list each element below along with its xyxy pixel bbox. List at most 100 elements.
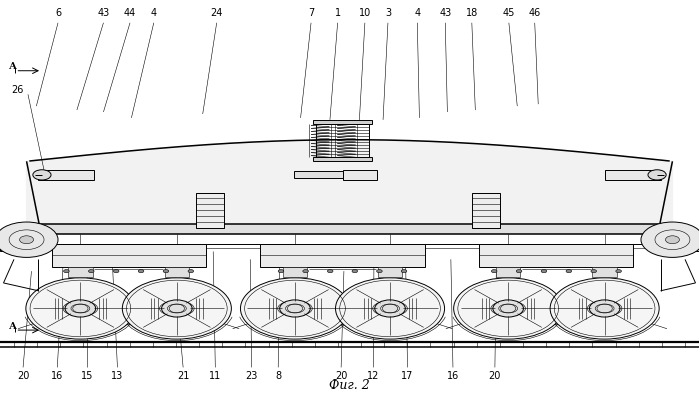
Text: 8: 8 (275, 372, 281, 381)
Text: Фиг. 2: Фиг. 2 (329, 379, 370, 392)
Text: 46: 46 (528, 8, 541, 18)
Bar (294, 171, 343, 178)
Circle shape (665, 236, 679, 243)
Circle shape (280, 300, 310, 317)
Circle shape (550, 278, 659, 339)
Text: 26: 26 (11, 85, 24, 95)
Text: 45: 45 (503, 8, 515, 18)
Text: 44: 44 (124, 8, 136, 18)
Bar (313, 120, 372, 124)
Bar (472, 193, 500, 228)
Text: 24: 24 (210, 8, 223, 18)
Text: 12: 12 (367, 372, 380, 381)
Circle shape (20, 236, 34, 243)
Bar (23, 224, 676, 234)
Text: 20: 20 (335, 372, 347, 381)
Circle shape (327, 269, 333, 273)
Bar (49, 296, 112, 321)
Circle shape (616, 269, 621, 273)
Ellipse shape (63, 301, 98, 316)
Ellipse shape (278, 301, 312, 316)
Circle shape (163, 269, 168, 273)
Bar (313, 157, 372, 161)
Circle shape (161, 300, 192, 317)
Circle shape (303, 269, 308, 273)
Circle shape (65, 300, 96, 317)
Circle shape (491, 269, 497, 273)
Bar (359, 296, 421, 321)
Circle shape (589, 300, 620, 317)
Circle shape (0, 222, 58, 257)
Bar (477, 296, 540, 321)
Circle shape (454, 278, 563, 339)
Text: А: А (8, 322, 17, 331)
Circle shape (648, 170, 666, 180)
Bar (343, 170, 377, 180)
Ellipse shape (159, 301, 194, 316)
Bar (282, 267, 308, 277)
Circle shape (352, 269, 358, 273)
Circle shape (188, 269, 194, 273)
Bar (573, 296, 636, 321)
Circle shape (278, 269, 284, 273)
Circle shape (64, 269, 69, 273)
Bar (661, 243, 699, 251)
Text: 15: 15 (81, 372, 94, 381)
Circle shape (566, 269, 572, 273)
Circle shape (240, 278, 350, 339)
Circle shape (113, 269, 119, 273)
Bar (68, 267, 92, 277)
Bar (316, 124, 369, 157)
Bar (52, 243, 206, 267)
Text: 6: 6 (55, 8, 61, 18)
Text: 4: 4 (151, 8, 157, 18)
Bar (479, 243, 633, 267)
Circle shape (26, 278, 135, 339)
Circle shape (517, 269, 522, 273)
Circle shape (541, 269, 547, 273)
Text: 23: 23 (245, 372, 258, 381)
Text: 13: 13 (111, 372, 124, 381)
Text: 7: 7 (308, 8, 314, 18)
Text: 3: 3 (385, 8, 391, 18)
Bar (145, 296, 208, 321)
Circle shape (401, 269, 407, 273)
Text: 17: 17 (401, 372, 414, 381)
Circle shape (493, 300, 524, 317)
Circle shape (122, 278, 231, 339)
Ellipse shape (491, 301, 526, 316)
Bar (496, 267, 520, 277)
Circle shape (336, 278, 445, 339)
Ellipse shape (587, 301, 622, 316)
Text: 11: 11 (209, 372, 222, 381)
Text: 21: 21 (177, 372, 189, 381)
Text: 18: 18 (466, 8, 478, 18)
Bar (260, 243, 424, 267)
Text: 20: 20 (17, 372, 29, 381)
Bar (196, 193, 224, 228)
Circle shape (138, 269, 144, 273)
Polygon shape (27, 140, 672, 224)
Text: 20: 20 (489, 372, 501, 381)
Text: 16: 16 (447, 372, 459, 381)
Text: 1: 1 (335, 8, 340, 18)
Circle shape (641, 222, 699, 257)
Ellipse shape (373, 301, 408, 316)
Text: 16: 16 (51, 372, 64, 381)
Text: 43: 43 (97, 8, 110, 18)
Circle shape (377, 269, 382, 273)
Text: 43: 43 (439, 8, 452, 18)
Bar (0, 243, 38, 251)
Bar (378, 267, 403, 277)
Bar (38, 170, 94, 180)
Circle shape (591, 269, 596, 273)
Circle shape (89, 269, 94, 273)
Bar (593, 267, 617, 277)
Text: А: А (8, 62, 17, 71)
Bar (165, 267, 189, 277)
Circle shape (375, 300, 405, 317)
Bar (605, 170, 661, 180)
Text: 10: 10 (359, 8, 371, 18)
Circle shape (33, 170, 51, 180)
Text: 4: 4 (415, 8, 420, 18)
